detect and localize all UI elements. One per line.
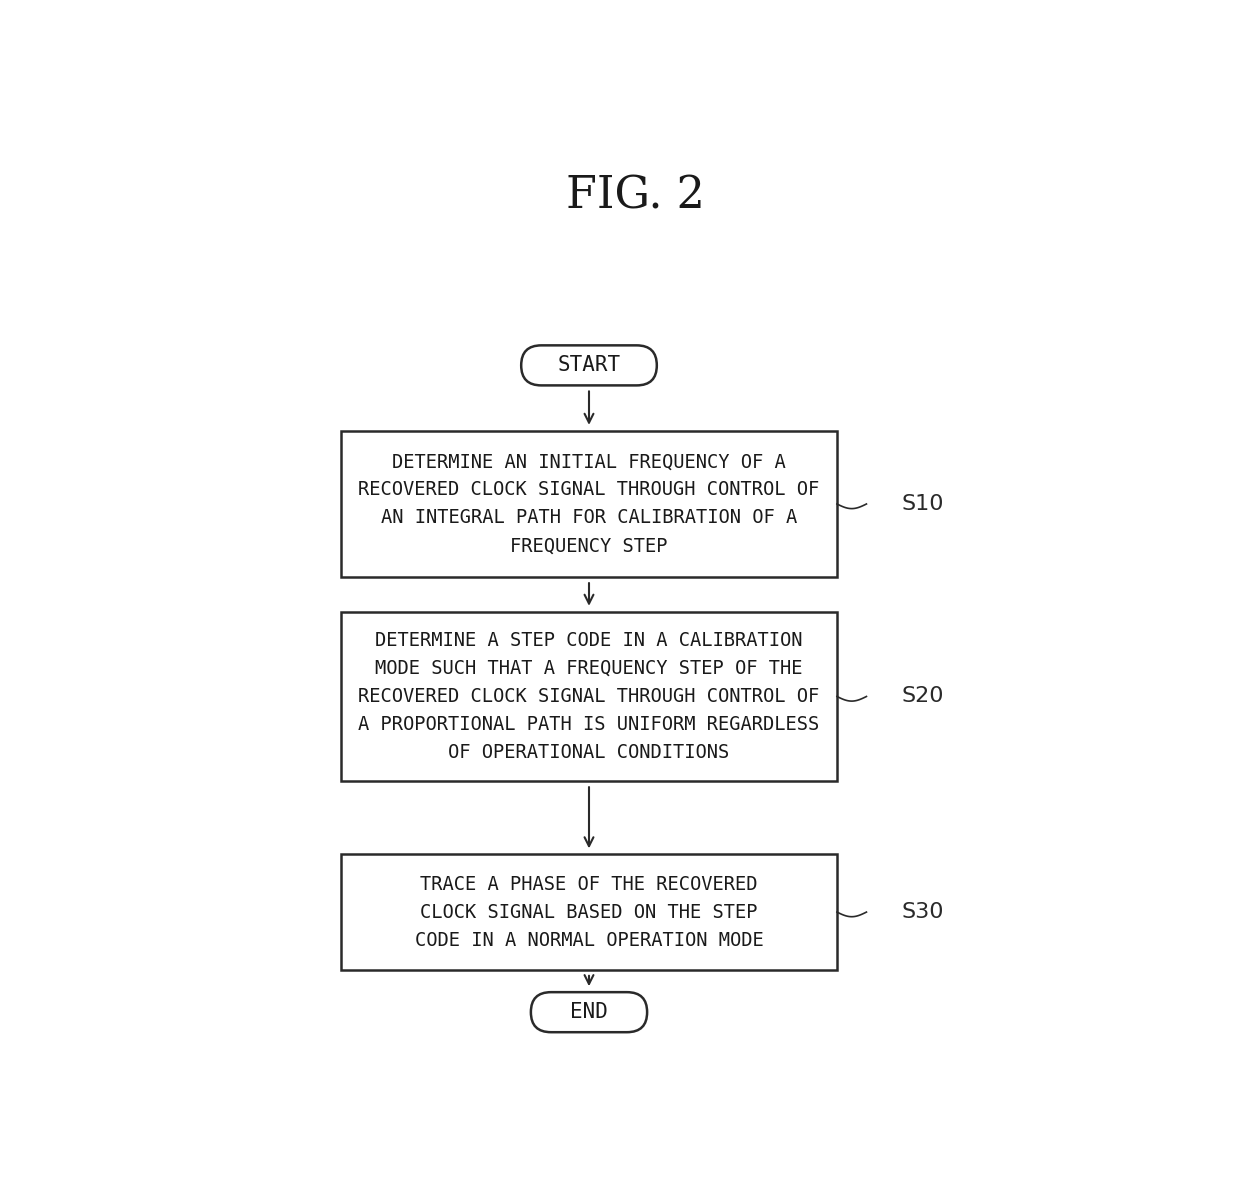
FancyBboxPatch shape: [521, 346, 657, 386]
Text: DETERMINE A STEP CODE IN A CALIBRATION
MODE SUCH THAT A FREQUENCY STEP OF THE
RE: DETERMINE A STEP CODE IN A CALIBRATION M…: [358, 631, 820, 762]
FancyBboxPatch shape: [341, 431, 837, 577]
Text: START: START: [558, 355, 620, 375]
Text: S20: S20: [901, 687, 944, 707]
Text: S30: S30: [901, 902, 944, 922]
FancyBboxPatch shape: [341, 612, 837, 781]
Text: FIG. 2: FIG. 2: [567, 174, 704, 218]
FancyBboxPatch shape: [341, 855, 837, 970]
Text: END: END: [570, 1002, 608, 1022]
Text: DETERMINE AN INITIAL FREQUENCY OF A
RECOVERED CLOCK SIGNAL THROUGH CONTROL OF
AN: DETERMINE AN INITIAL FREQUENCY OF A RECO…: [358, 452, 820, 555]
FancyBboxPatch shape: [531, 992, 647, 1032]
Text: S10: S10: [901, 494, 944, 514]
Text: TRACE A PHASE OF THE RECOVERED
CLOCK SIGNAL BASED ON THE STEP
CODE IN A NORMAL O: TRACE A PHASE OF THE RECOVERED CLOCK SIG…: [414, 875, 764, 950]
